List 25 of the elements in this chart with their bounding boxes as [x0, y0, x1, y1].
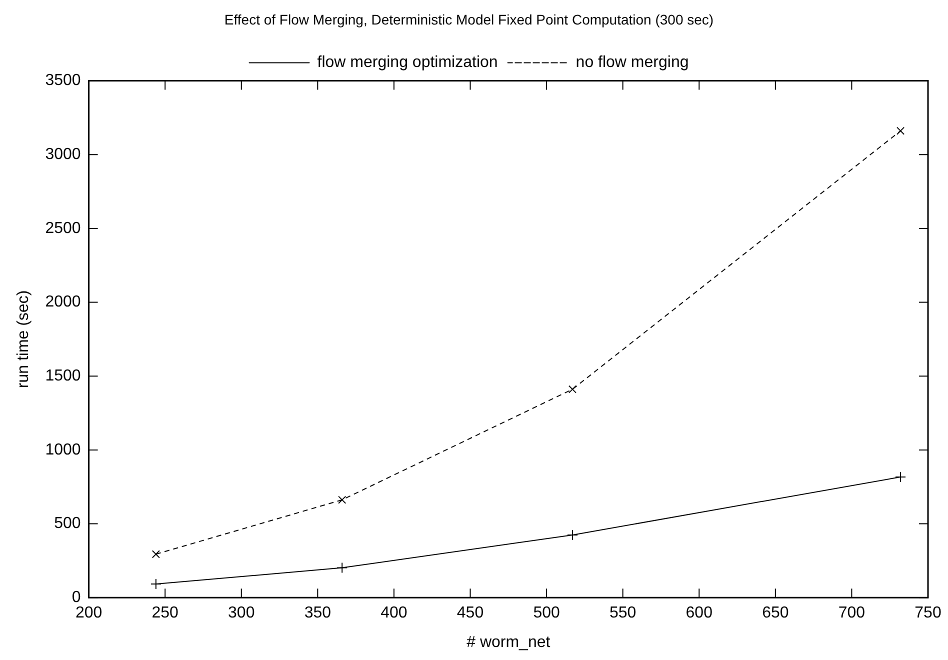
x-tick-label: 700	[838, 604, 866, 622]
y-tick-label: 1500	[45, 368, 81, 385]
x-axis-title: # worm_net	[466, 634, 551, 651]
y-tick-label: 2000	[45, 294, 81, 311]
x-tick-label: 300	[228, 604, 255, 622]
legend-label: flow merging optimization	[317, 54, 498, 72]
x-tick-label: 650	[762, 604, 789, 622]
x-tick-label: 200	[75, 604, 102, 622]
y-tick-label: 3500	[45, 72, 81, 90]
chart-title: Effect of Flow Merging, Deterministic Model Fixed Point Computation (300 sec)	[224, 11, 714, 28]
x-tick-label: 500	[533, 604, 560, 622]
y-tick-label: 500	[54, 515, 81, 532]
y-tick-label: 2500	[45, 220, 81, 237]
x-tick-label: 350	[304, 604, 332, 622]
x-tick-label: 550	[609, 604, 636, 622]
y-axis-title: run time (sec)	[15, 290, 32, 388]
x-tick-label: 600	[686, 604, 713, 622]
y-tick-label: 3000	[45, 146, 81, 164]
x-tick-label: 250	[152, 604, 179, 622]
y-tick-label: 1000	[45, 441, 81, 458]
legend-label: no flow merging	[576, 54, 689, 72]
x-tick-label: 450	[456, 604, 484, 622]
x-tick-label: 400	[380, 604, 408, 622]
y-tick-label: 0	[72, 589, 81, 606]
x-tick-label: 750	[914, 604, 942, 622]
